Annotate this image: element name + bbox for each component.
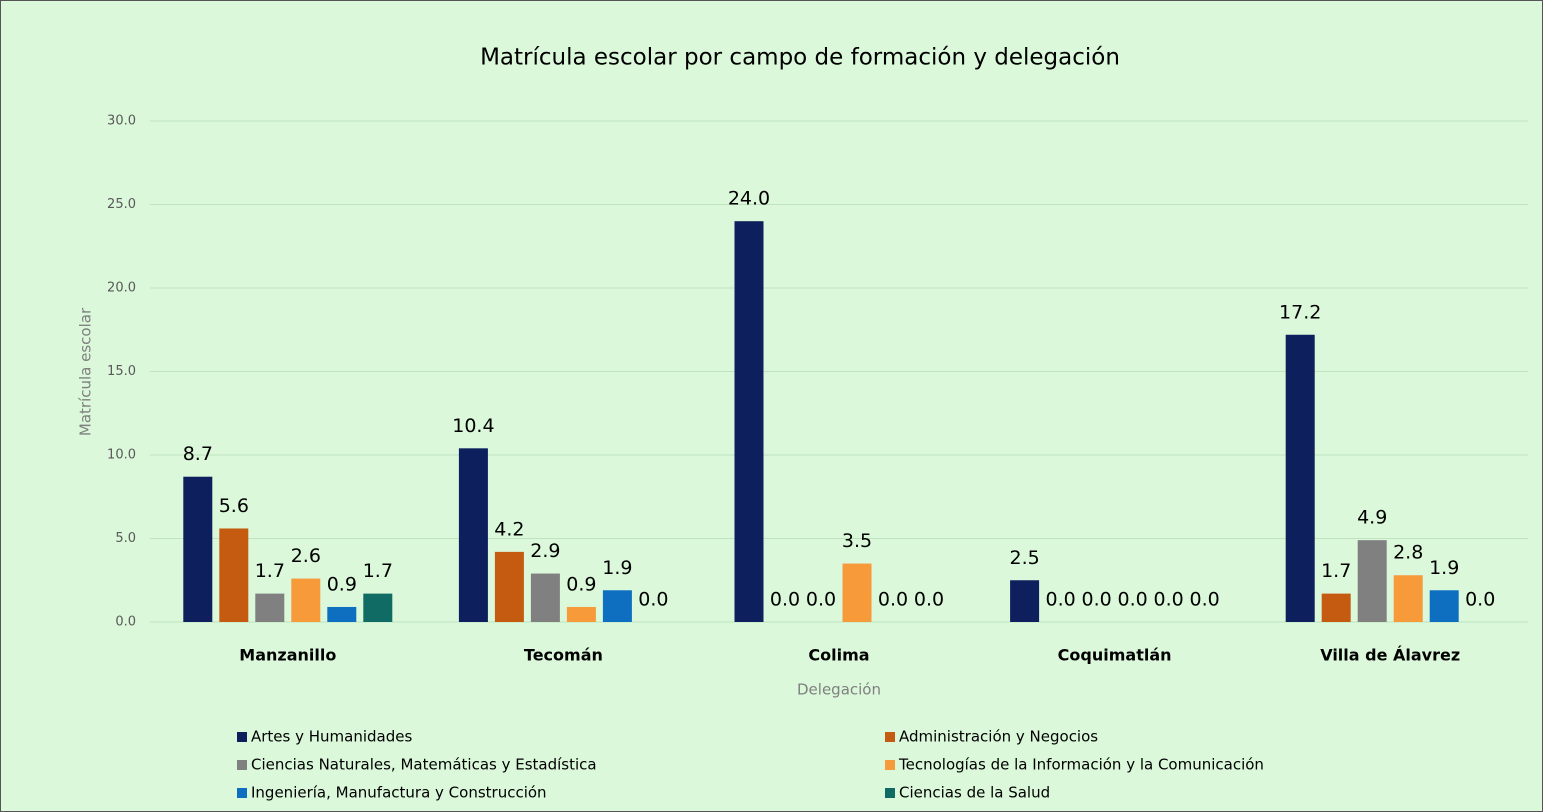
legend-label: Administración y Negocios <box>899 728 1098 746</box>
y-tick-label: 25.0 <box>107 197 136 212</box>
data-label: 0.0 <box>1153 589 1183 611</box>
legend-swatch <box>885 760 895 770</box>
bar <box>183 477 212 622</box>
data-label: 0.0 <box>1189 589 1219 611</box>
y-tick-label: 5.0 <box>115 531 136 546</box>
bar <box>567 607 596 622</box>
data-label: 0.0 <box>1081 589 1111 611</box>
legend-swatch <box>237 788 247 798</box>
legend-swatch <box>237 732 247 742</box>
y-tick-label: 20.0 <box>107 281 136 296</box>
data-label: 2.6 <box>291 545 321 567</box>
data-label: 0.0 <box>770 589 800 611</box>
bar <box>363 594 392 622</box>
bar <box>291 579 320 622</box>
data-label: 0.0 <box>1045 589 1075 611</box>
data-label: 3.5 <box>842 530 872 552</box>
legend-label: Artes y Humanidades <box>251 728 412 746</box>
y-tick-label: 15.0 <box>107 364 136 379</box>
bar <box>1358 540 1387 622</box>
data-label: 1.9 <box>602 557 632 579</box>
data-label: 1.7 <box>363 560 393 582</box>
y-tick-label: 10.0 <box>107 448 136 463</box>
legend-swatch <box>885 732 895 742</box>
bar <box>1322 594 1351 622</box>
x-tick-label: Coquimatlán <box>1058 646 1172 665</box>
data-label: 5.6 <box>219 495 249 517</box>
legend-label: Tecnologías de la Información y la Comun… <box>898 756 1264 774</box>
data-label: 0.0 <box>638 589 668 611</box>
data-label: 24.0 <box>728 188 770 210</box>
bar <box>735 221 764 622</box>
data-label: 8.7 <box>183 443 213 465</box>
bar <box>495 552 524 622</box>
legend-label: Ingeniería, Manufactura y Construcción <box>251 784 547 802</box>
data-label: 1.7 <box>255 560 285 582</box>
bar <box>1430 590 1459 622</box>
y-axis-title: Matrícula escolar <box>77 307 95 436</box>
bar <box>843 564 872 622</box>
data-label: 0.0 <box>914 589 944 611</box>
data-label: 0.0 <box>806 589 836 611</box>
data-label: 1.7 <box>1321 560 1351 582</box>
chart-title: Matrícula escolar por campo de formación… <box>480 45 1120 71</box>
bar <box>459 448 488 622</box>
y-tick-label: 0.0 <box>115 615 136 630</box>
bar <box>1394 575 1423 622</box>
x-tick-label: Manzanillo <box>239 646 336 665</box>
data-label: 4.9 <box>1357 507 1387 529</box>
data-label: 10.4 <box>452 415 494 437</box>
x-tick-label: Colima <box>808 646 869 665</box>
x-tick-label: Tecomán <box>524 646 603 665</box>
x-axis-title: Delegación <box>797 681 881 699</box>
bar <box>1010 580 1039 622</box>
legend-swatch <box>237 760 247 770</box>
legend-label: Ciencias de la Salud <box>899 784 1050 802</box>
bar <box>255 594 284 622</box>
data-label: 0.0 <box>878 589 908 611</box>
data-label: 0.0 <box>1117 589 1147 611</box>
bar <box>531 574 560 622</box>
data-label: 0.0 <box>1465 589 1495 611</box>
data-label: 2.8 <box>1393 542 1423 564</box>
data-label: 1.9 <box>1429 557 1459 579</box>
data-label: 0.9 <box>327 573 357 595</box>
bar <box>327 607 356 622</box>
legend-label: Ciencias Naturales, Matemáticas y Estadí… <box>251 756 597 774</box>
data-label: 4.2 <box>494 518 524 540</box>
data-label: 2.9 <box>530 540 560 562</box>
legend-swatch <box>885 788 895 798</box>
x-tick-label: Villa de Álavrez <box>1320 646 1460 665</box>
bar <box>219 528 248 622</box>
data-label: 0.9 <box>566 573 596 595</box>
data-label: 17.2 <box>1279 301 1321 323</box>
data-label: 2.5 <box>1009 547 1039 569</box>
bar <box>603 590 632 622</box>
bar <box>1286 335 1315 622</box>
y-tick-label: 30.0 <box>107 114 136 129</box>
chart: Matrícula escolar por campo de formación… <box>0 0 1543 812</box>
